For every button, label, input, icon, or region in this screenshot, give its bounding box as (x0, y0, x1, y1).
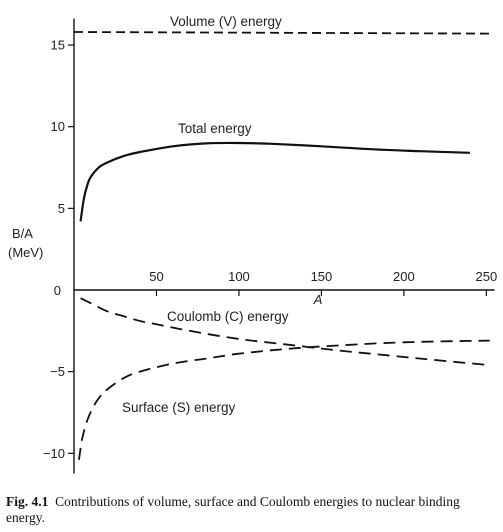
y-tick-label: 15 (51, 38, 65, 53)
y-tick-label: 5 (58, 201, 65, 216)
y-axis-label-line1: B/A (12, 226, 33, 241)
y-tick-label: −10 (43, 446, 65, 461)
x-tick-label: 100 (228, 269, 250, 284)
volume-energy-curve (73, 31, 490, 35)
y-tick-label: 10 (51, 119, 65, 134)
volume-energy-label: Volume (V) energy (170, 14, 282, 29)
y-tick-label: −5 (50, 364, 65, 379)
y-zero-label: 0 (54, 283, 61, 298)
total-energy-label: Total energy (178, 121, 252, 136)
caption-text: Contributions of volume, surface and Cou… (6, 494, 460, 525)
surface-energy-curve (78, 339, 490, 460)
x-tick-label: 200 (393, 269, 415, 284)
y-axis-label-line2: (MeV) (8, 245, 43, 260)
axes (73, 18, 495, 474)
x-axis-label: A (313, 292, 323, 307)
total-energy-curve (79, 141, 470, 222)
x-tick-label: 150 (311, 269, 333, 284)
surface-energy-label: Surface (S) energy (122, 400, 236, 415)
caption-label: Fig. 4.1 (6, 494, 49, 509)
x-tick-label: 50 (149, 269, 163, 284)
labels: A B/A (MeV) Volume (V) energy Total energy Co… (8, 14, 322, 415)
x-tick-label: 250 (476, 269, 498, 284)
figure-caption: Fig. 4.1 Contributions of volume, surfac… (6, 494, 496, 526)
curves (73, 31, 490, 460)
coulomb-energy-curve (80, 297, 490, 366)
coulomb-energy-label: Coulomb (C) energy (167, 309, 289, 324)
